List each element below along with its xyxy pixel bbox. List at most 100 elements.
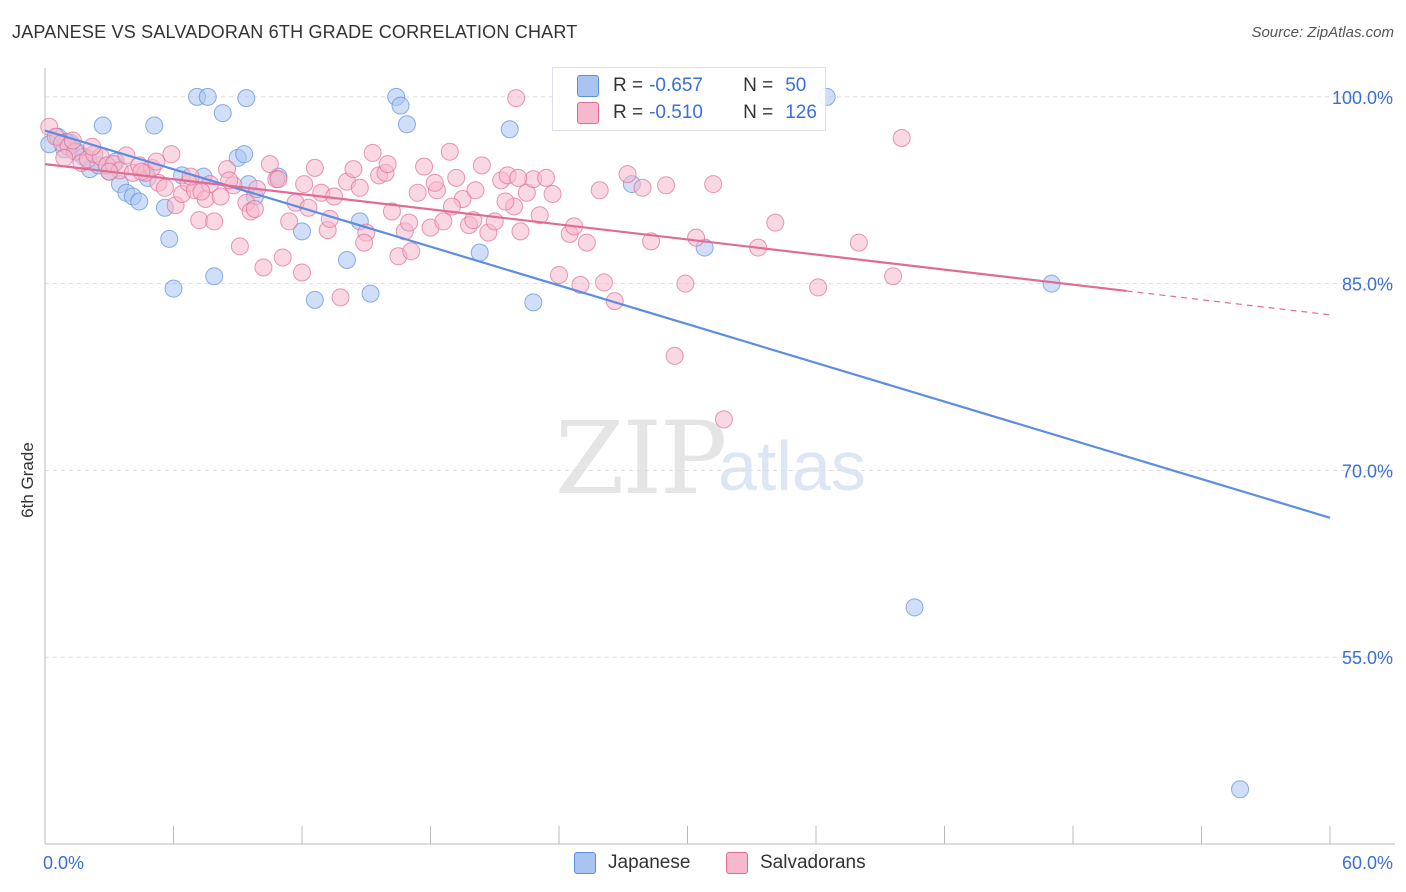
legend-r-value: -0.510 bbox=[649, 102, 703, 123]
source-label: Source: ZipAtlas.com bbox=[1251, 24, 1394, 41]
salvadorans-point bbox=[245, 199, 264, 218]
salvadorans-point bbox=[657, 176, 676, 195]
salvadorans-point bbox=[550, 265, 568, 284]
salvadorans-point bbox=[205, 212, 224, 231]
salvadorans-point bbox=[344, 160, 363, 179]
salvadorans-point bbox=[293, 263, 311, 282]
salvadorans-point bbox=[507, 89, 526, 108]
salvadorans-point bbox=[155, 178, 174, 197]
salvadorans-point bbox=[55, 148, 74, 167]
watermark-atlas: atlas bbox=[718, 427, 866, 505]
legend-n-label: N = bbox=[743, 75, 774, 96]
salvadorans-point bbox=[331, 288, 350, 307]
salvadorans-point bbox=[509, 168, 528, 187]
japanese-point bbox=[361, 284, 380, 303]
legend-n-label: N = bbox=[743, 102, 774, 123]
legend-r-label: R = bbox=[613, 75, 644, 96]
salvadorans-point bbox=[382, 202, 401, 221]
japanese-point bbox=[905, 598, 924, 617]
y-axis-label: 6th Grade bbox=[18, 442, 37, 518]
salvadorans-point bbox=[408, 183, 427, 202]
salvadorans-point bbox=[402, 242, 421, 261]
legend-r-value: -0.657 bbox=[649, 75, 703, 96]
japanese-trend-line bbox=[44, 129, 1331, 519]
legend-r-label: R = bbox=[613, 102, 644, 123]
stats-legend: R = -0.657 N = 50 R = -0.510 N = 126 bbox=[552, 67, 826, 131]
salvadorans-point bbox=[132, 162, 151, 181]
salvadorans-point bbox=[714, 410, 733, 429]
japanese-point bbox=[235, 145, 254, 164]
chart-title: JAPANESE VS SALVADORAN 6TH GRADE CORRELA… bbox=[12, 22, 578, 42]
salvadorans-point bbox=[849, 233, 868, 252]
salvadorans-point bbox=[543, 185, 562, 204]
salvadorans-point bbox=[665, 346, 684, 365]
salvadorans-point bbox=[254, 258, 273, 277]
japanese-point bbox=[213, 104, 232, 123]
japanese-swatch bbox=[574, 852, 596, 874]
salvadorans-point bbox=[884, 267, 903, 286]
salvadorans-point bbox=[350, 178, 369, 197]
legend-row-japanese: R = -0.657 N = 50 bbox=[577, 74, 806, 98]
japanese-point bbox=[293, 222, 311, 241]
salvadorans-point bbox=[687, 228, 706, 247]
y-tick-label: 100.0% bbox=[1332, 88, 1393, 108]
salvadorans-point bbox=[415, 157, 434, 176]
salvadorans-point bbox=[594, 273, 613, 292]
legend-swatch-japanese bbox=[577, 75, 599, 97]
salvadorans-point bbox=[400, 213, 419, 232]
salvadorans-point bbox=[425, 173, 444, 192]
salvadorans-point bbox=[472, 156, 491, 175]
series-legend: Japanese Salvadorans bbox=[0, 852, 1406, 876]
japanese-point bbox=[391, 96, 410, 115]
series-legend-japanese[interactable]: Japanese bbox=[574, 852, 690, 874]
salvadorans-point bbox=[273, 248, 292, 267]
legend-row-salvadorans: R = -0.510 N = 126 bbox=[577, 101, 817, 125]
x-tick-label: 0.0% bbox=[43, 853, 84, 873]
salvadorans-point bbox=[892, 128, 911, 147]
japanese-point bbox=[500, 120, 519, 139]
salvadorans-point bbox=[618, 165, 637, 184]
salvadorans-point bbox=[809, 278, 828, 297]
salvadorans-point bbox=[378, 155, 397, 174]
salvadorans-point bbox=[633, 178, 652, 197]
legend-swatch-salvadorans bbox=[577, 102, 599, 124]
japanese-point bbox=[93, 116, 112, 135]
salvadorans-trend-line bbox=[44, 163, 1127, 293]
japanese-point bbox=[237, 89, 256, 108]
salvadorans-point bbox=[466, 181, 485, 200]
salvadorans-point bbox=[280, 212, 299, 231]
salvadorans-point bbox=[571, 275, 590, 294]
salvadorans-point bbox=[355, 233, 374, 252]
salvadorans-point bbox=[447, 168, 466, 187]
salvadorans-label: Salvadorans bbox=[760, 852, 866, 873]
japanese-point bbox=[160, 229, 179, 248]
y-tick-label: 55.0% bbox=[1342, 648, 1393, 668]
salvadorans-point bbox=[537, 168, 556, 187]
salvadorans-trend-extension bbox=[1126, 290, 1331, 316]
japanese-point bbox=[145, 116, 164, 135]
japanese-point bbox=[524, 293, 543, 312]
salvadorans-point bbox=[363, 143, 382, 162]
japanese-point bbox=[1231, 780, 1250, 799]
japanese-point bbox=[337, 251, 356, 270]
japanese-point bbox=[164, 279, 183, 298]
salvadorans-point bbox=[704, 175, 723, 194]
salvadorans-point bbox=[434, 212, 453, 231]
legend-n-value: 50 bbox=[785, 75, 807, 96]
salvadorans-point bbox=[192, 182, 211, 201]
salvadorans-swatch bbox=[726, 852, 748, 874]
series-legend-salvadorans[interactable]: Salvadorans bbox=[726, 852, 866, 874]
salvadorans-point bbox=[511, 222, 530, 241]
y-tick-label: 85.0% bbox=[1342, 275, 1393, 295]
salvadorans-point bbox=[590, 181, 609, 200]
japanese-point bbox=[305, 290, 324, 309]
salvadorans-point bbox=[496, 192, 515, 211]
japanese-label: Japanese bbox=[608, 852, 691, 873]
salvadorans-point bbox=[642, 232, 661, 251]
japanese-point bbox=[470, 243, 489, 262]
salvadorans-point bbox=[676, 274, 695, 293]
japanese-point bbox=[198, 87, 217, 106]
salvadorans-point bbox=[162, 145, 181, 164]
salvadorans-point bbox=[230, 237, 249, 256]
